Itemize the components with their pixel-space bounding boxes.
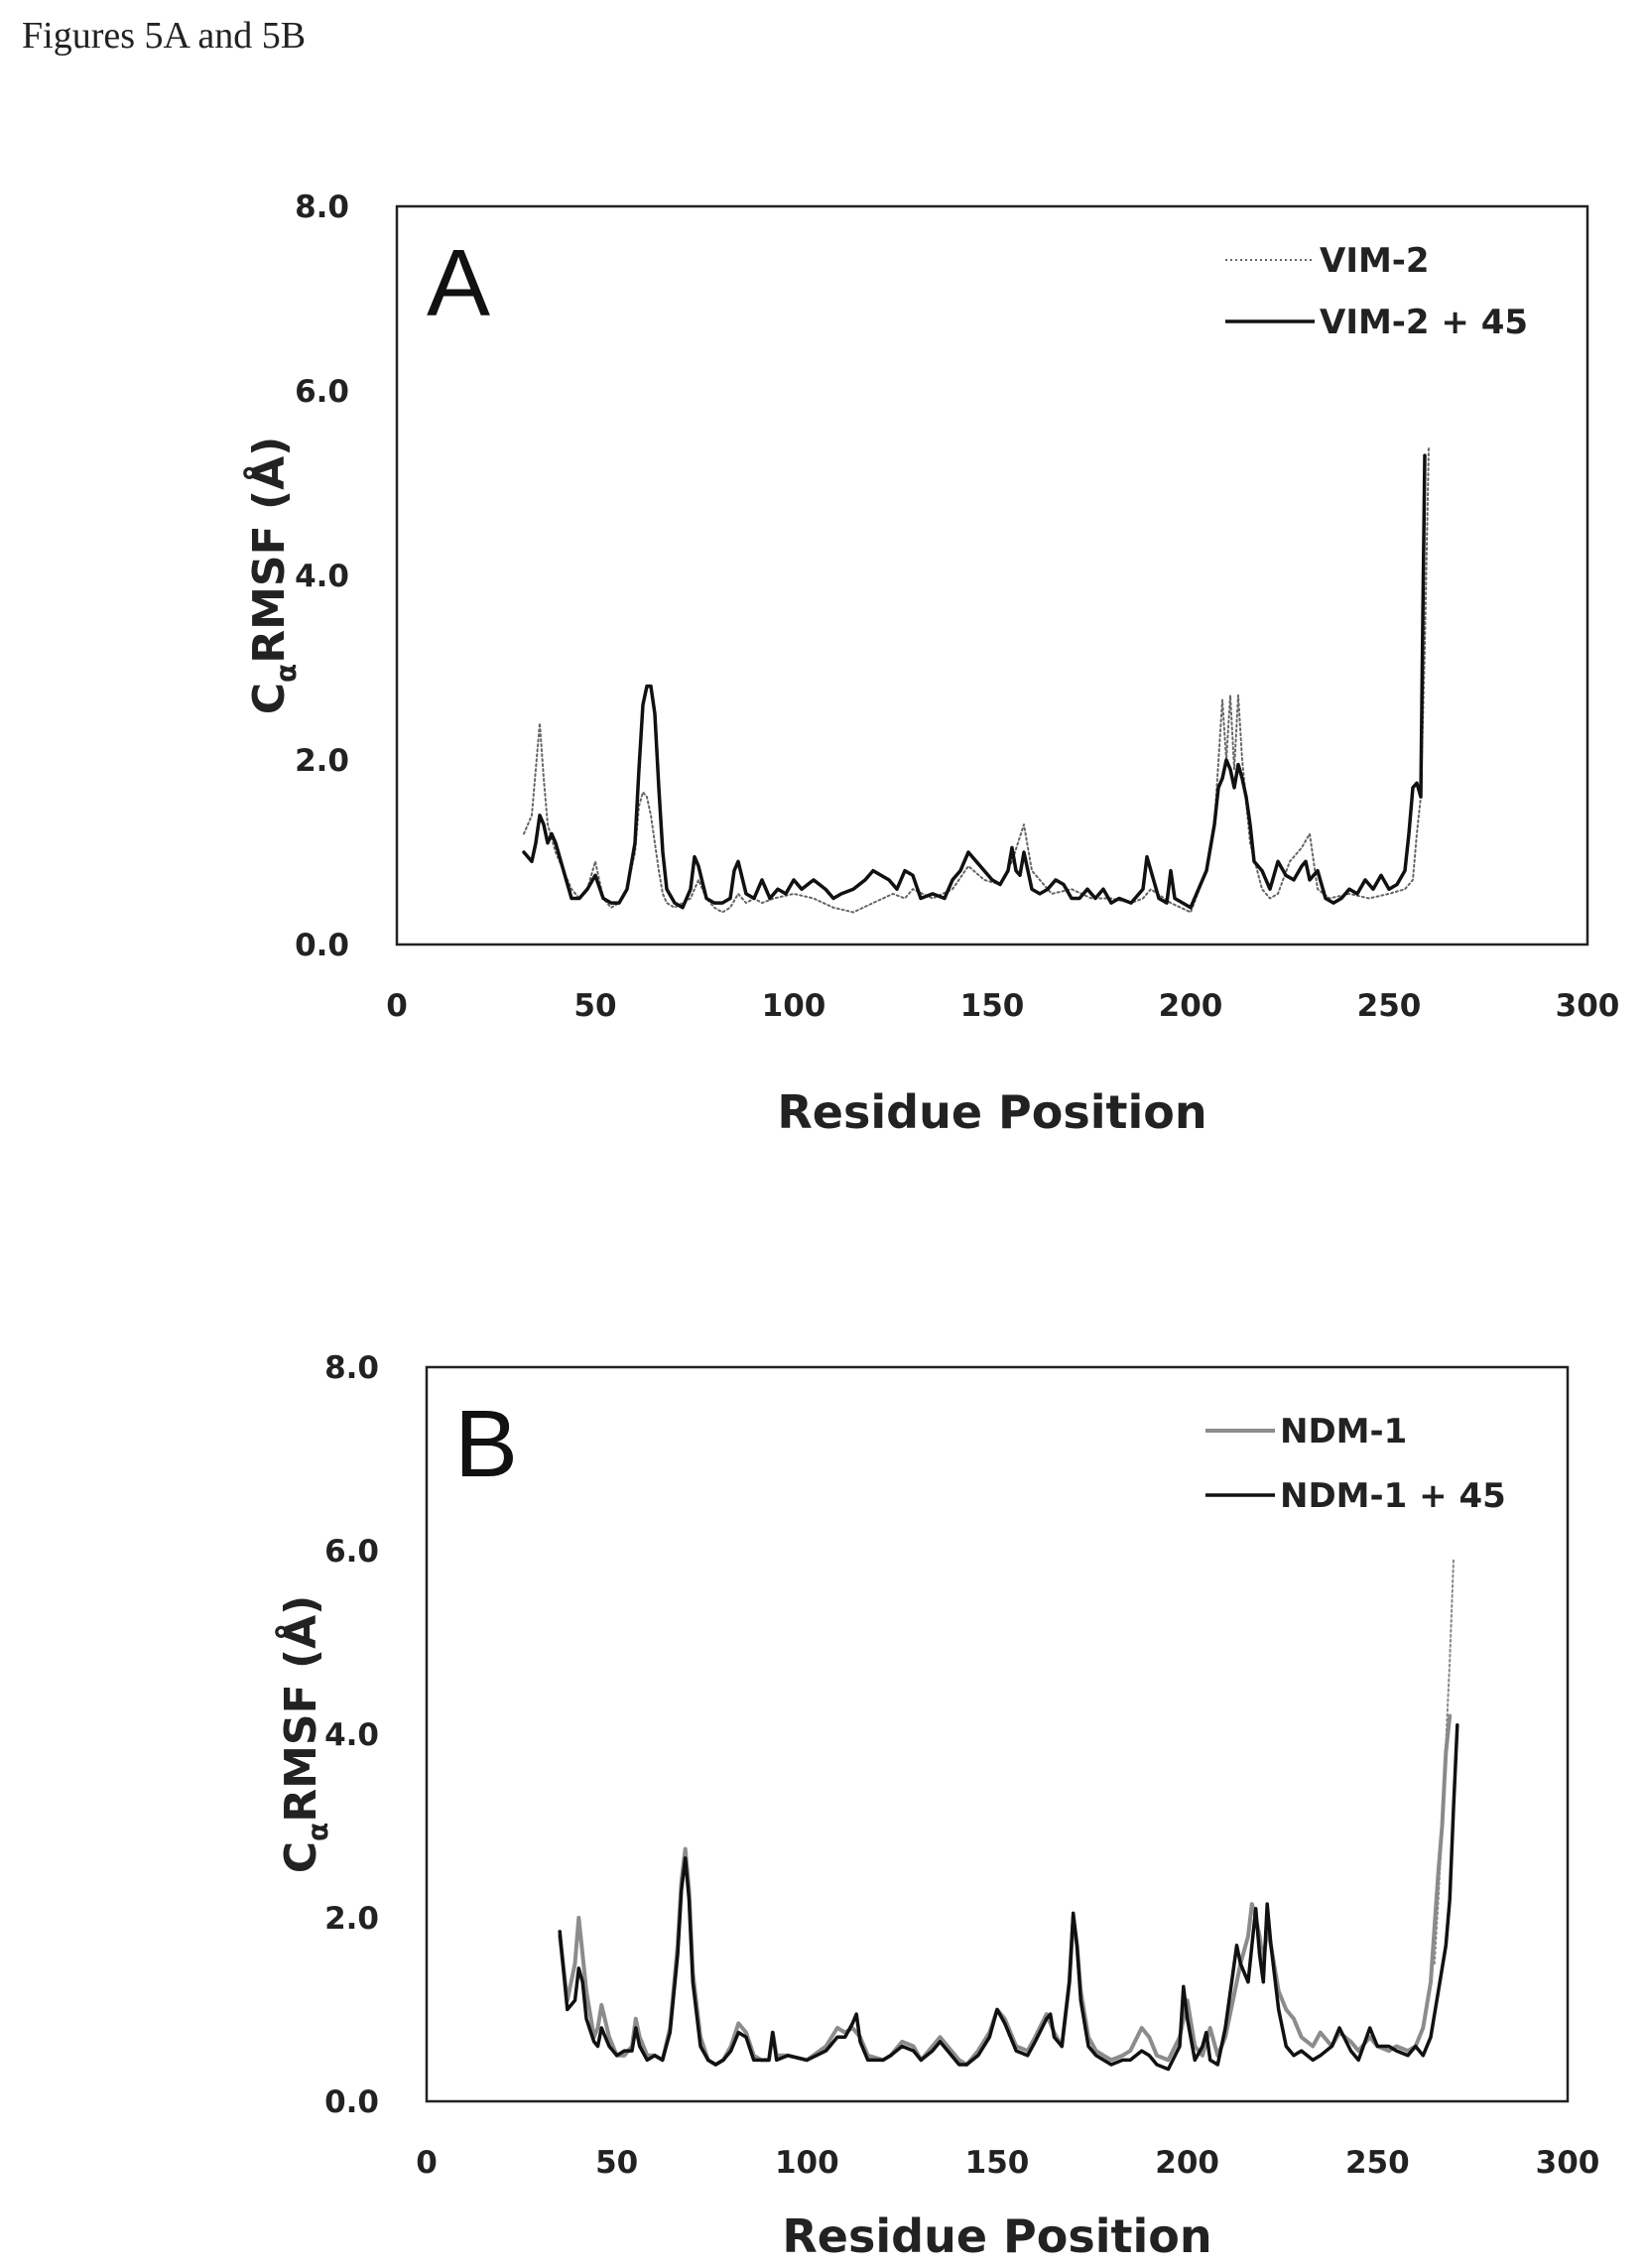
y-axis-label-main: C: [276, 1841, 326, 1873]
x-axis-label: Residue Position: [782, 2209, 1211, 2263]
y-axis-label: CαRMSF (Å): [242, 437, 303, 715]
y-axis-label-main: C: [244, 683, 295, 714]
legend-label: VIM-2 + 45: [1320, 303, 1528, 342]
y-tick-label: 8.0: [324, 1350, 379, 1386]
y-tick-label: 2.0: [324, 1901, 379, 1937]
x-tick-label: 100: [775, 2145, 839, 2181]
x-tick-label: 0: [416, 2145, 438, 2181]
y-tick-label: 2.0: [295, 743, 349, 779]
series-line-ndm-1-45: [558, 1723, 1459, 2072]
x-tick-label: 0: [386, 988, 408, 1024]
legend-label: VIM-2: [1320, 241, 1430, 281]
series-line-vim-2: [523, 444, 1430, 914]
legend-label: NDM-1 + 45: [1280, 1476, 1506, 1516]
x-tick-label: 150: [965, 2145, 1030, 2181]
plot-frame: [425, 1365, 1570, 2103]
plot-frame: [395, 204, 1589, 946]
x-tick-label: 50: [595, 2145, 638, 2181]
legend-label: NDM-1: [1280, 1412, 1407, 1451]
y-axis-label: CαRMSF (Å): [274, 1595, 334, 1874]
y-tick-label: 6.0: [324, 1534, 379, 1570]
series-line-vim-2-45: [522, 453, 1427, 910]
x-tick-label: 200: [1155, 2145, 1219, 2181]
series-line-ndm-1: [558, 1713, 1453, 2067]
y-tick-label: 4.0: [295, 559, 349, 594]
x-tick-label: 250: [1357, 988, 1422, 1024]
y-tick-label: 6.0: [295, 374, 349, 410]
series-line-extra-2: [1433, 1559, 1455, 1965]
y-tick-label: 0.0: [295, 928, 349, 963]
y-tick-label: 0.0: [324, 2084, 379, 2120]
x-axis-label: Residue Position: [777, 1085, 1206, 1139]
chart-b: 0.0 2.0 4.0 6.0 8.0 0 50 100 150 200 250 300 Residue…: [274, 1350, 1600, 2263]
x-tick-label: 300: [1536, 2145, 1600, 2181]
panel-label: A: [427, 230, 490, 336]
y-tick-label: 4.0: [324, 1717, 379, 1753]
y-axis-label-rest: RMSF (Å): [242, 437, 295, 664]
panel-label: B: [454, 1391, 518, 1497]
figure-caption: Figures 5A and 5B: [22, 15, 307, 57]
x-tick-label: 100: [762, 988, 826, 1024]
y-tick-label: 8.0: [295, 189, 349, 225]
y-axis-label-subscript: α: [302, 1823, 334, 1841]
x-tick-label: 300: [1556, 988, 1620, 1024]
x-tick-label: 150: [960, 988, 1025, 1024]
chart-a: 0.0 2.0 4.0 6.0 8.0 0 50 100 150 200 250 300 Residue…: [242, 189, 1620, 1139]
x-tick-label: 50: [573, 988, 616, 1024]
x-tick-label: 200: [1159, 988, 1223, 1024]
x-tick-label: 250: [1345, 2145, 1410, 2181]
y-axis-label-rest: RMSF (Å): [274, 1595, 326, 1823]
y-axis-label-subscript: α: [270, 664, 303, 683]
